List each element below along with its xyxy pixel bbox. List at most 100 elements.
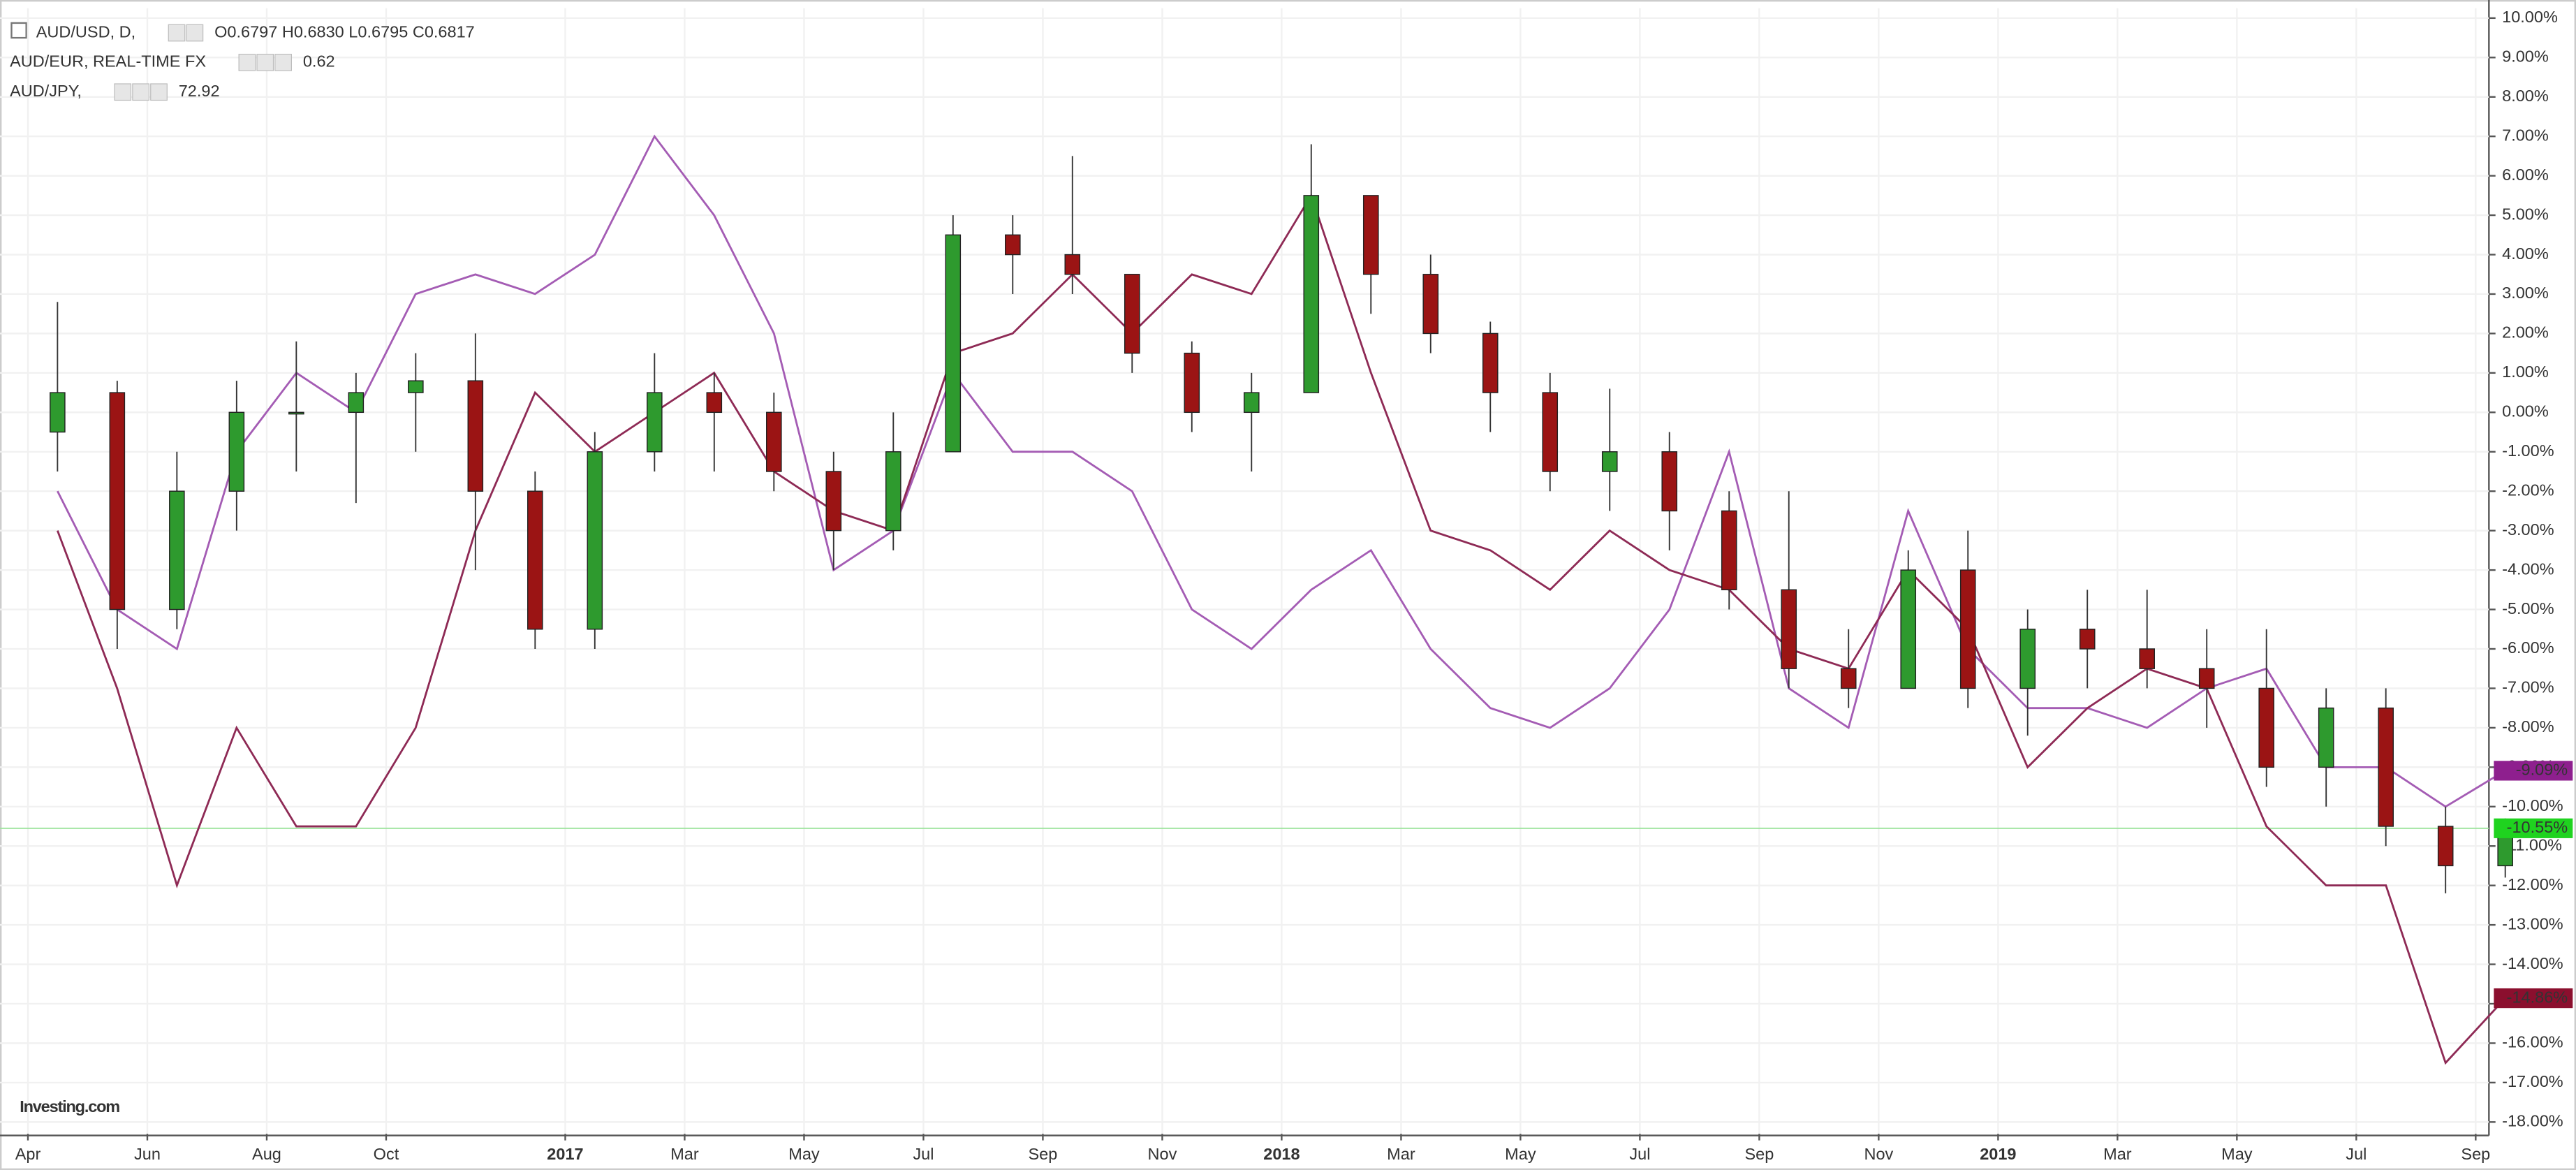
legend-label: AUD/EUR, REAL-TIME FX bbox=[10, 52, 206, 71]
candle-body bbox=[109, 392, 126, 610]
candle-body bbox=[2437, 826, 2454, 867]
series-line bbox=[57, 193, 2506, 1065]
y-tick-label: 3.00% bbox=[2502, 284, 2549, 302]
candle-body bbox=[885, 451, 901, 532]
candle-body bbox=[2318, 707, 2334, 768]
y-tick-label: -7.00% bbox=[2502, 678, 2554, 696]
candle-body bbox=[1243, 392, 1260, 414]
x-tick-label: Aug bbox=[252, 1145, 281, 1163]
y-tick-label: 2.00% bbox=[2502, 323, 2549, 342]
candle-body bbox=[1900, 569, 1917, 689]
y-tick-label: -12.00% bbox=[2502, 875, 2563, 893]
x-tick-label: Apr bbox=[15, 1145, 41, 1163]
x-tick-label: Sep bbox=[1029, 1145, 1058, 1163]
y-tick-label: -16.00% bbox=[2502, 1033, 2563, 1051]
candle-body bbox=[1721, 510, 1737, 591]
logo: Investing.com bbox=[20, 1097, 119, 1116]
y-tick-label: 9.00% bbox=[2502, 47, 2549, 66]
x-tick-label: 2019 bbox=[1980, 1145, 2016, 1163]
legend-quote: O0.6797 H0.6830 L0.6795 C0.6817 bbox=[214, 22, 475, 41]
y-tick-label: -2.00% bbox=[2502, 481, 2554, 499]
last-value-label: -10.55% bbox=[2507, 818, 2568, 836]
candle-body bbox=[348, 392, 365, 414]
y-tick-label: 5.00% bbox=[2502, 205, 2549, 223]
y-tick-label: 4.00% bbox=[2502, 244, 2549, 263]
candle-body bbox=[50, 392, 66, 433]
candle-body bbox=[527, 490, 543, 630]
legend-icon[interactable] bbox=[132, 83, 149, 101]
candle-body bbox=[1781, 589, 1797, 669]
x-tick-label: Oct bbox=[374, 1145, 399, 1163]
candle-body bbox=[1601, 451, 1618, 472]
x-tick-label: Sep bbox=[1744, 1145, 1774, 1163]
y-tick-label: -3.00% bbox=[2502, 520, 2554, 539]
x-tick-label: 2018 bbox=[1263, 1145, 1300, 1163]
x-tick-label: Jul bbox=[913, 1145, 934, 1163]
candle-body bbox=[1004, 234, 1021, 256]
y-tick-label: 7.00% bbox=[2502, 126, 2549, 144]
candle-body bbox=[2258, 687, 2275, 768]
legend-icon[interactable] bbox=[150, 83, 168, 101]
candle-body bbox=[2198, 668, 2215, 689]
candle-body bbox=[1661, 451, 1678, 512]
collapse-icon[interactable] bbox=[10, 22, 27, 39]
candle-body bbox=[1959, 569, 1976, 689]
y-tick-label: -8.00% bbox=[2502, 717, 2554, 736]
last-value-label: -9.09% bbox=[2516, 761, 2568, 779]
y-tick-label: -5.00% bbox=[2502, 599, 2554, 617]
x-tick-label: May bbox=[788, 1145, 820, 1163]
candle-body bbox=[288, 411, 304, 415]
legend-quote: 0.62 bbox=[303, 52, 335, 71]
legend-icon[interactable] bbox=[274, 54, 292, 71]
legend-quote: 72.92 bbox=[179, 82, 220, 100]
legend-icon[interactable] bbox=[186, 24, 204, 42]
candle-body bbox=[2378, 707, 2394, 827]
y-tick-label: 8.00% bbox=[2502, 87, 2549, 105]
last-value-tag bbox=[2494, 818, 2573, 838]
legend-icon[interactable] bbox=[238, 54, 256, 71]
candle-body bbox=[1422, 274, 1439, 335]
x-tick-label: May bbox=[2221, 1145, 2253, 1163]
y-tick-label: -18.00% bbox=[2502, 1112, 2563, 1130]
x-tick-label: Nov bbox=[1148, 1145, 1177, 1163]
last-value-label: -14.86% bbox=[2507, 988, 2568, 1006]
legend-icon[interactable] bbox=[168, 24, 186, 42]
x-tick-label: Jun bbox=[134, 1145, 161, 1163]
candle-body bbox=[2139, 648, 2156, 669]
y-tick-label: -17.00% bbox=[2502, 1072, 2563, 1090]
last-value-tag bbox=[2494, 761, 2573, 781]
y-tick-label: -13.00% bbox=[2502, 914, 2563, 933]
y-tick-label: -4.00% bbox=[2502, 560, 2554, 578]
y-tick-label: -14.00% bbox=[2502, 954, 2563, 972]
legend-icon[interactable] bbox=[256, 54, 274, 71]
y-tick-label: -1.00% bbox=[2502, 441, 2554, 460]
candle-body bbox=[1303, 195, 1320, 393]
candle-body bbox=[408, 380, 424, 393]
x-tick-label: 2017 bbox=[547, 1145, 583, 1163]
candle-body bbox=[1482, 332, 1499, 393]
candle-body bbox=[706, 392, 723, 414]
y-tick-label: 0.00% bbox=[2502, 402, 2549, 421]
candle-body bbox=[1362, 195, 1379, 275]
candle-body bbox=[1184, 352, 1200, 414]
x-tick-label: Jul bbox=[1629, 1145, 1650, 1163]
y-tick-label: -6.00% bbox=[2502, 638, 2554, 657]
series-line bbox=[57, 134, 2506, 808]
x-tick-label: Mar bbox=[1387, 1145, 1415, 1163]
last-value-tag bbox=[2494, 988, 2573, 1009]
candle-body bbox=[169, 490, 185, 610]
x-tick-label: Sep bbox=[2461, 1145, 2490, 1163]
legend-icon[interactable] bbox=[114, 83, 132, 101]
candle-body bbox=[945, 234, 962, 453]
y-tick-label: 1.00% bbox=[2502, 363, 2549, 381]
candle-body bbox=[766, 411, 782, 472]
candle-body bbox=[587, 451, 603, 630]
y-tick-label: 10.00% bbox=[2502, 8, 2558, 26]
y-tick-label: -10.00% bbox=[2502, 796, 2563, 814]
x-tick-label: May bbox=[1505, 1145, 1536, 1163]
x-tick-label: Mar bbox=[2103, 1145, 2132, 1163]
x-tick-label: Jul bbox=[2346, 1145, 2367, 1163]
x-tick-label: Mar bbox=[670, 1145, 699, 1163]
